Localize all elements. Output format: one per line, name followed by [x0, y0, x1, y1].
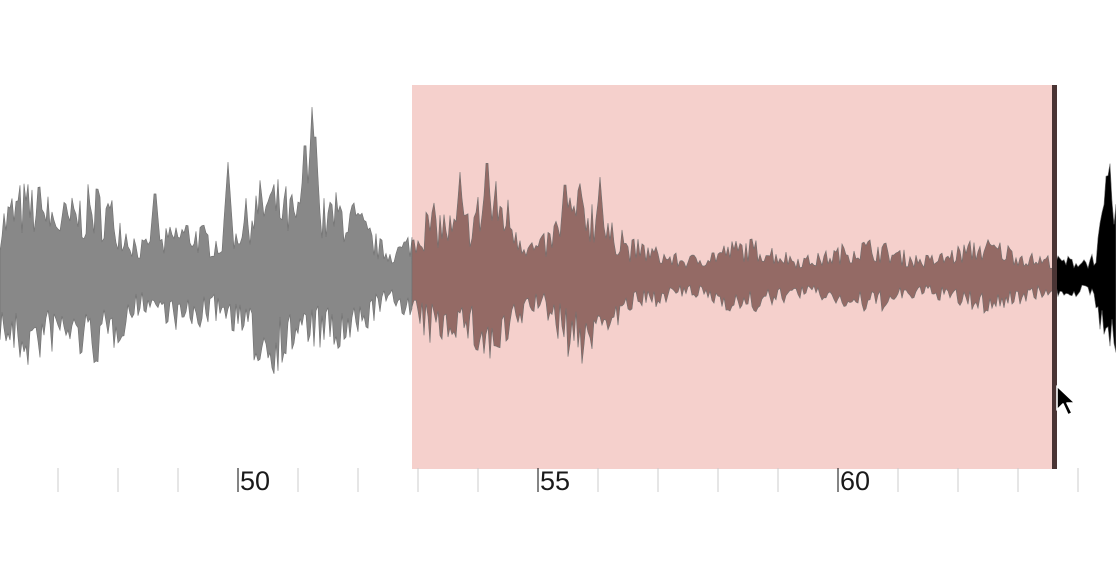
waveform-unselected	[0, 106, 413, 374]
waveform-after-playhead	[1055, 163, 1116, 353]
tick-label: 55	[540, 466, 571, 496]
tick-label: 50	[240, 466, 271, 496]
arrow-pointer-icon	[1056, 385, 1076, 416]
playhead[interactable]	[1052, 85, 1057, 469]
tick-label: 60	[840, 466, 871, 496]
